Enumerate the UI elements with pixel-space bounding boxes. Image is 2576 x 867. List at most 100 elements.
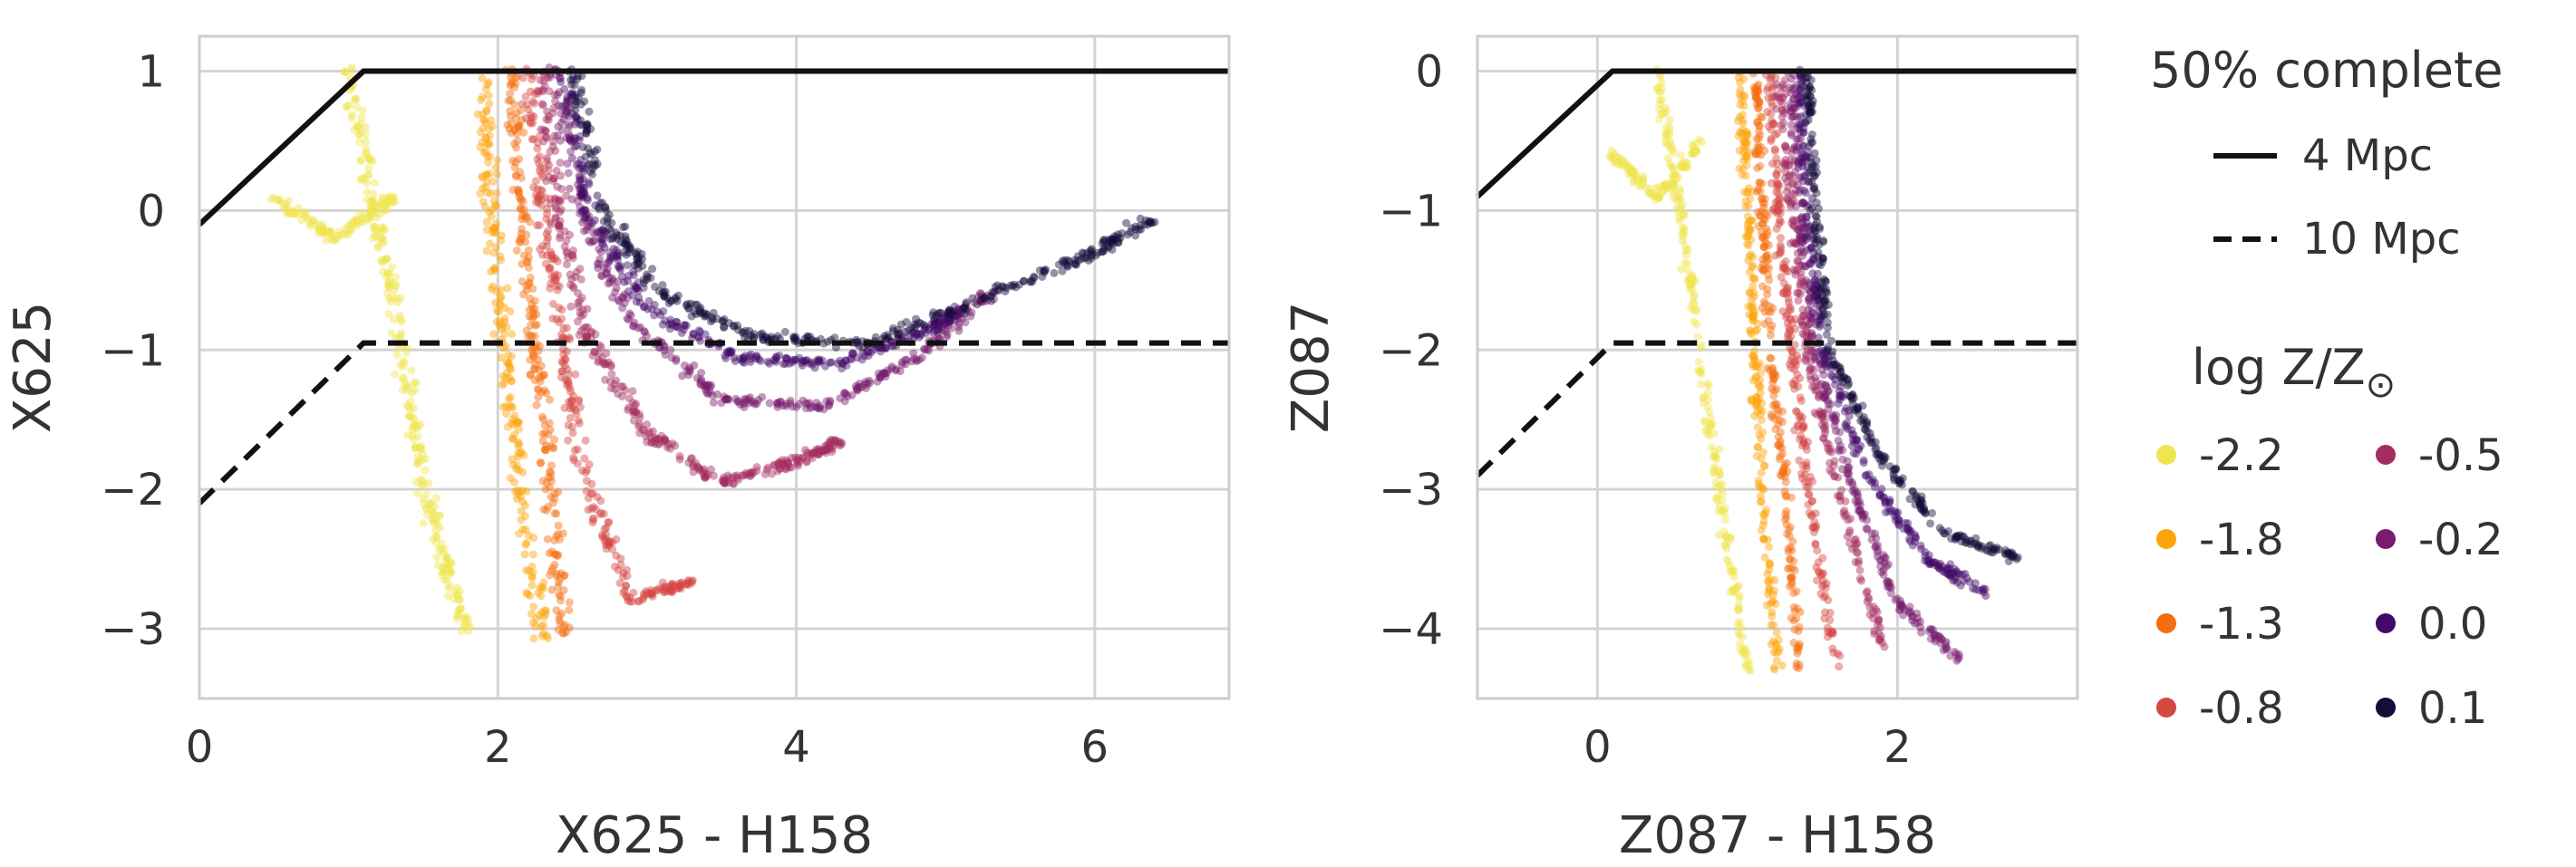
scatter-point: [334, 227, 344, 236]
scatter-point: [799, 453, 808, 462]
scatter-point: [352, 220, 361, 229]
scatter-point: [517, 229, 526, 238]
scatter-point: [883, 366, 892, 375]
scatter-point: [634, 323, 643, 332]
scatter-point: [768, 469, 777, 478]
scatter-point: [452, 583, 461, 592]
scatter-point: [782, 400, 790, 409]
scatter-point: [658, 578, 667, 587]
scatter-point: [821, 448, 830, 458]
scatter-point: [538, 85, 547, 94]
scatter-point: [736, 354, 744, 363]
scatter-point: [546, 284, 555, 293]
scatter-point: [453, 591, 462, 599]
scatter-point: [679, 325, 688, 334]
scatter-point: [567, 137, 576, 146]
scatter-point: [399, 357, 408, 366]
scatter-point: [514, 489, 523, 498]
scatter-point: [534, 373, 543, 382]
scatter-point: [1740, 188, 1748, 197]
scatter-point: [497, 236, 506, 245]
scatter-point: [667, 353, 676, 362]
scatter-point: [736, 400, 745, 409]
scatter-point: [765, 399, 774, 408]
scatter-point: [615, 264, 624, 273]
scatter-point: [557, 77, 566, 86]
scatter-point: [620, 277, 629, 286]
scatter-point: [747, 468, 756, 477]
scatter-point: [522, 257, 531, 266]
scatter-point: [545, 87, 554, 96]
scatter-point: [550, 270, 559, 279]
scatter-point: [532, 321, 541, 329]
scatter-point: [329, 234, 338, 243]
scatter-point: [285, 209, 294, 218]
scatter-point: [1736, 129, 1745, 138]
scatter-point: [347, 113, 356, 122]
scatter-point: [384, 310, 393, 319]
scatter-point: [612, 253, 621, 262]
scatter-point: [776, 398, 785, 407]
y-tick-label: −3: [1379, 465, 1443, 515]
scatter-point: [375, 199, 384, 208]
scatter-point: [556, 73, 564, 82]
scatter-point: [647, 434, 656, 443]
scatter-point: [414, 422, 423, 431]
scatter-point: [578, 193, 587, 202]
scatter-point: [553, 281, 562, 290]
scatter-point: [596, 508, 605, 517]
scatter-point: [623, 261, 632, 270]
scatter-point: [579, 188, 588, 197]
scatter-point: [633, 254, 642, 263]
scatter-point: [611, 563, 619, 571]
scatter-point: [478, 92, 487, 101]
scatter-point: [1863, 525, 1872, 534]
scatter-point: [454, 605, 463, 614]
scatter-point: [384, 197, 393, 207]
scatter-point: [508, 460, 518, 469]
scatter-point: [788, 358, 797, 367]
scatter-point: [613, 248, 622, 257]
scatter-point: [555, 303, 564, 313]
scatter-point: [528, 284, 537, 294]
scatter-point: [445, 562, 454, 570]
scatter-point: [537, 100, 547, 109]
scatter-point: [602, 269, 611, 278]
scatter-point: [1697, 380, 1705, 389]
scatter-point: [535, 221, 544, 230]
scatter-point: [554, 487, 563, 496]
scatter-point: [1715, 445, 1724, 454]
scatter-point: [547, 219, 556, 228]
scatter-point: [631, 284, 640, 293]
scatter-point: [495, 321, 504, 330]
scatter-point: [355, 155, 364, 164]
scatter-point: [1847, 544, 1856, 554]
scatter-point: [545, 265, 554, 274]
scatter-point: [526, 321, 535, 330]
scatter-point: [626, 311, 635, 320]
scatter-point: [539, 371, 548, 380]
scatter-point: [668, 581, 677, 590]
scatter-point: [802, 458, 811, 467]
scatter-point: [388, 263, 397, 272]
scatter-point: [588, 164, 597, 173]
scatter-point: [618, 272, 626, 281]
scatter-point: [1714, 531, 1723, 540]
scatter-point: [1707, 419, 1716, 429]
scatter-point: [513, 486, 522, 495]
scatter-point: [353, 219, 362, 228]
scatter-point: [510, 163, 519, 172]
legend-label--1.8: -1.8: [2199, 515, 2284, 565]
scatter-point: [2004, 557, 2013, 565]
scatter-point: [442, 552, 451, 561]
scatter-point: [476, 142, 485, 151]
scatter-point: [818, 356, 827, 365]
scatter-point: [645, 428, 654, 437]
scatter-point: [398, 374, 407, 383]
scatter-point: [608, 537, 617, 546]
scatter-point: [559, 586, 568, 595]
scatter-point: [561, 106, 570, 115]
scatter-point: [438, 571, 447, 580]
scatter-point: [481, 148, 490, 156]
scatter-point: [586, 328, 596, 337]
